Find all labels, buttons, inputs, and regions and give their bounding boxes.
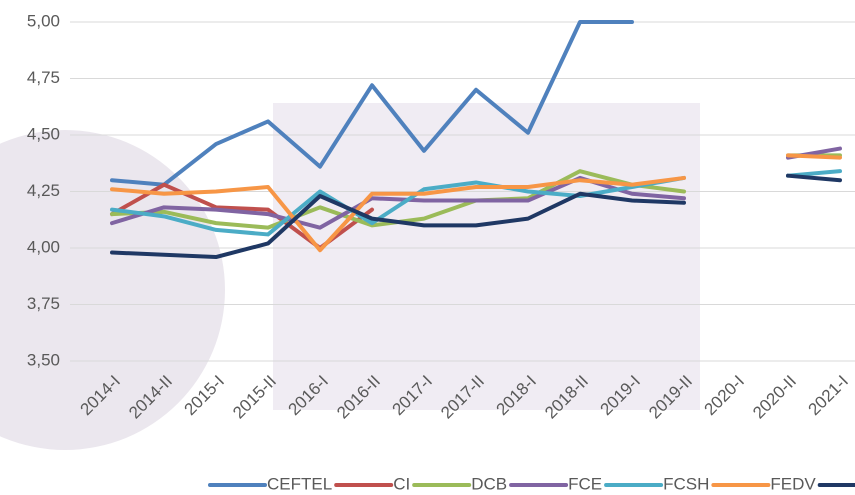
background-panel bbox=[273, 103, 700, 410]
legend-label: FCSH bbox=[663, 474, 709, 493]
x-tick-label: 2020-II bbox=[749, 372, 800, 423]
series-line bbox=[110, 20, 634, 187]
y-tick-label: 4,75 bbox=[27, 68, 60, 87]
background-circle bbox=[0, 130, 225, 450]
y-tick-label: 4,00 bbox=[27, 237, 60, 256]
legend-label: FCE bbox=[568, 474, 602, 493]
y-tick-label: 5,00 bbox=[27, 11, 60, 30]
legend-label: CEFTEL bbox=[267, 474, 332, 493]
x-tick-label: 2015-II bbox=[229, 372, 280, 423]
y-tick-label: 4,25 bbox=[27, 181, 60, 200]
x-tick-label: 2021-I bbox=[804, 372, 852, 420]
legend-label: DCB bbox=[471, 474, 507, 493]
y-tick-label: 4,50 bbox=[27, 124, 60, 143]
series-line bbox=[110, 153, 842, 253]
y-tick-label: 3,75 bbox=[27, 294, 60, 313]
y-tick-label: 3,50 bbox=[27, 350, 60, 369]
x-tick-label: 2020-I bbox=[700, 372, 748, 420]
legend-label: CI bbox=[393, 474, 410, 493]
series-line bbox=[110, 173, 842, 260]
legend-label: FEDV bbox=[770, 474, 816, 493]
